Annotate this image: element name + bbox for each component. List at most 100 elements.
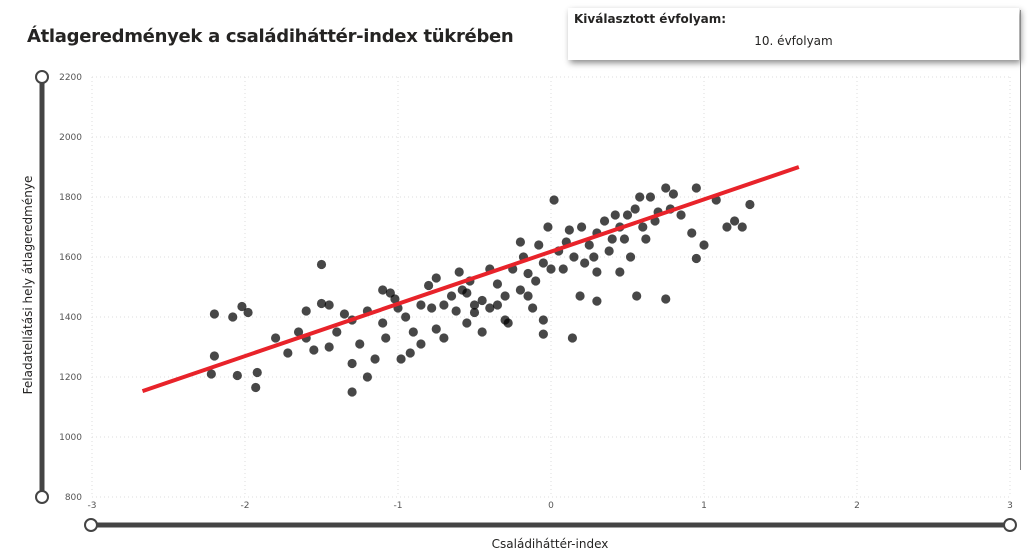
data-point xyxy=(370,354,380,364)
data-point xyxy=(378,318,388,328)
x-tick-label: -2 xyxy=(241,501,250,511)
y-tick-label: 1800 xyxy=(59,193,82,203)
data-point xyxy=(730,216,740,226)
data-point xyxy=(737,222,747,232)
data-point xyxy=(500,291,510,301)
data-point xyxy=(206,369,216,379)
y-tick-label: 1600 xyxy=(59,253,82,263)
data-point xyxy=(301,306,311,316)
y-tick-label: 1200 xyxy=(59,373,82,383)
data-point xyxy=(469,300,480,310)
data-point xyxy=(687,228,697,238)
y-tick-label: 1000 xyxy=(59,433,82,443)
data-point xyxy=(622,210,633,220)
data-point xyxy=(645,192,656,202)
data-point xyxy=(228,312,238,322)
data-point xyxy=(309,345,319,355)
data-point xyxy=(416,300,426,310)
data-point xyxy=(462,318,472,328)
data-point xyxy=(283,348,293,358)
data-point xyxy=(599,216,610,226)
data-point xyxy=(722,222,732,232)
data-point xyxy=(243,307,253,318)
data-point xyxy=(615,267,625,277)
data-point xyxy=(604,246,614,256)
data-point xyxy=(691,183,701,193)
y-tick-label: 2000 xyxy=(59,133,82,143)
data-point xyxy=(252,367,262,378)
data-point xyxy=(381,333,391,343)
x-tick-label: -1 xyxy=(394,501,403,511)
data-point xyxy=(492,300,503,310)
x-range-slider-handle-right[interactable] xyxy=(1003,518,1017,532)
data-point xyxy=(251,382,261,393)
y-tick-label: 1400 xyxy=(59,313,82,323)
data-point xyxy=(232,370,242,381)
data-point xyxy=(635,192,645,202)
data-point xyxy=(630,204,640,214)
data-point xyxy=(641,234,651,244)
data-point xyxy=(362,372,372,382)
data-point xyxy=(316,298,327,309)
data-point xyxy=(237,301,247,312)
data-point xyxy=(538,315,548,325)
data-point xyxy=(589,252,599,262)
data-point xyxy=(451,306,461,316)
data-point xyxy=(538,258,548,268)
data-point xyxy=(485,303,495,313)
data-point xyxy=(534,240,544,250)
data-point xyxy=(396,354,406,364)
data-point xyxy=(523,268,533,279)
data-point xyxy=(378,285,388,295)
data-point xyxy=(454,267,464,277)
y-tick-label: 800 xyxy=(65,493,82,503)
slicer-label: Kiválasztott évfolyam: xyxy=(574,12,727,26)
data-point xyxy=(638,222,648,232)
data-point xyxy=(584,240,594,250)
data-point xyxy=(390,294,400,304)
x-range-slider-handle-left[interactable] xyxy=(84,518,98,532)
y-range-slider-handle-bottom[interactable] xyxy=(35,490,49,504)
data-point xyxy=(324,342,334,352)
x-tick-label: 2 xyxy=(854,501,860,511)
data-point xyxy=(699,240,709,250)
chart-title: Átlageredmények a családiháttér-index tü… xyxy=(27,26,514,47)
data-point xyxy=(401,312,411,322)
data-point xyxy=(577,222,587,232)
data-point xyxy=(492,279,503,289)
data-point xyxy=(477,327,487,337)
x-tick-label: -3 xyxy=(88,501,97,511)
data-point xyxy=(546,264,556,274)
data-point xyxy=(427,303,437,313)
data-point xyxy=(668,189,679,199)
data-point xyxy=(543,222,553,232)
data-point xyxy=(500,315,510,325)
data-point xyxy=(625,252,636,262)
grade-slicer[interactable]: Kiválasztott évfolyam: 10. évfolyam xyxy=(568,8,1019,60)
data-point xyxy=(293,327,304,337)
data-point xyxy=(531,276,541,286)
data-point xyxy=(355,339,365,349)
data-point xyxy=(209,351,219,361)
data-point xyxy=(567,333,578,343)
data-point xyxy=(408,327,418,337)
data-point xyxy=(676,210,686,220)
y-axis-label: Feladatellátási hely átlageredménye xyxy=(21,175,35,395)
data-point xyxy=(339,309,350,319)
data-point xyxy=(592,267,602,277)
data-point xyxy=(661,183,671,193)
data-point xyxy=(324,300,334,310)
x-tick-label: 3 xyxy=(1007,501,1013,511)
data-point xyxy=(477,295,487,306)
panel-edge xyxy=(1020,10,1021,470)
x-tick-label: 1 xyxy=(701,501,707,511)
data-point xyxy=(424,280,434,291)
slicer-selected-value[interactable]: 10. évfolyam xyxy=(754,34,833,48)
data-point xyxy=(619,234,630,244)
data-point xyxy=(446,291,457,301)
data-point xyxy=(462,288,472,298)
y-range-slider-handle-top[interactable] xyxy=(35,70,49,84)
data-point xyxy=(661,294,671,304)
data-point xyxy=(515,285,526,295)
